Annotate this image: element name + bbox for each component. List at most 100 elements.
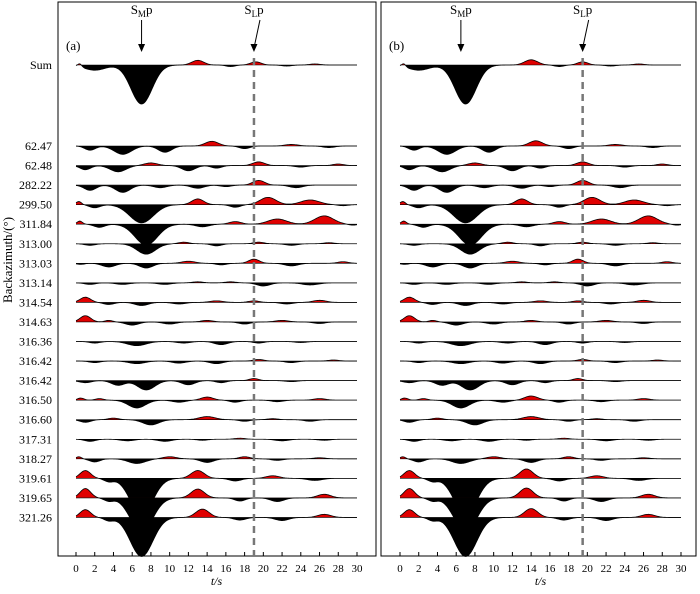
smp-arrow-head — [457, 44, 465, 52]
backazimuth-label: 316.42 — [19, 354, 52, 368]
backazimuth-label: 299.50 — [19, 198, 52, 212]
trace-row — [399, 140, 681, 155]
trace-row — [399, 468, 681, 516]
trace-0-3-positive-fill — [76, 197, 334, 205]
backazimuth-label: 321.26 — [19, 510, 52, 524]
x-axis-label: t/s — [211, 574, 223, 588]
trace-1-12-negative-fill — [400, 380, 636, 390]
backazimuth-label: 313.03 — [19, 256, 52, 270]
trace-1-11-negative-fill — [400, 361, 681, 364]
sum-label: Sum — [30, 58, 53, 72]
trace-0-8-positive-fill — [76, 297, 343, 303]
x-tick-label: 22 — [277, 563, 288, 575]
x-tick-label: 12 — [507, 563, 518, 575]
x-tick-label: 12 — [183, 563, 194, 575]
trace-1-17-negative-fill — [422, 478, 665, 515]
trace-0-9-positive-fill — [76, 315, 357, 322]
trace-1-0-positive-fill — [400, 140, 681, 146]
trace-row — [399, 161, 682, 173]
trace-row — [399, 281, 681, 287]
trace-1-6-negative-fill — [400, 263, 681, 268]
trace-row — [75, 315, 357, 326]
trace-1-19-wiggle-line — [399, 508, 681, 557]
trace-0-9-wiggle-line — [75, 315, 357, 326]
trace-1-1-negative-fill — [400, 165, 645, 172]
x-tick-label: 30 — [352, 563, 364, 575]
trace-row — [399, 487, 681, 533]
sum-trace — [75, 59, 357, 105]
backazimuth-label: 62.47 — [25, 139, 52, 153]
trace-row — [399, 437, 681, 442]
trace-0-12-negative-fill — [76, 380, 312, 390]
trace-1-18-negative-fill — [400, 497, 681, 532]
trace-row — [399, 395, 681, 409]
trace-row — [75, 180, 357, 193]
trace-row — [75, 161, 358, 173]
trace-row — [75, 241, 357, 255]
x-tick-label: 14 — [202, 563, 214, 575]
trace-row — [399, 258, 682, 269]
trace-1-9-positive-fill — [400, 315, 681, 322]
backazimuth-label: 317.31 — [19, 432, 52, 446]
trace-0-16-negative-fill — [76, 458, 357, 464]
trace-row — [399, 215, 682, 246]
trace-1-13-negative-fill — [400, 400, 681, 408]
trace-row — [75, 470, 357, 516]
trace-0-5-negative-fill — [76, 243, 357, 255]
sum-trace-1-negative-fill — [400, 65, 681, 104]
trace-1-9-negative-fill — [440, 321, 665, 326]
backazimuth-label: 314.63 — [19, 315, 52, 329]
trace-row — [399, 378, 681, 391]
trace-1-18-positive-fill — [400, 488, 674, 498]
trace-0-17-wiggle-line — [75, 470, 357, 516]
trace-row — [399, 196, 682, 224]
panel-label: (a) — [66, 38, 80, 53]
trace-0-19-wiggle-line — [75, 508, 357, 557]
x-tick-label: 4 — [111, 563, 117, 575]
trace-1-5-negative-fill — [400, 243, 681, 255]
trace-1-17-wiggle-line — [399, 468, 681, 516]
backazimuth-label: 316.36 — [19, 335, 52, 349]
trace-1-15-wiggle-line — [399, 437, 681, 442]
trace-0-19-positive-fill — [76, 509, 357, 518]
x-tick-label: 6 — [453, 563, 459, 575]
trace-0-17-negative-fill — [98, 478, 341, 515]
backazimuth-label: 62.48 — [25, 159, 52, 173]
trace-0-13-positive-fill — [76, 397, 341, 401]
trace-1-15-negative-fill — [400, 439, 681, 442]
smp-label: SMp — [450, 2, 472, 19]
trace-row — [75, 437, 357, 442]
x-tick-label: 16 — [220, 563, 232, 575]
trace-1-3-positive-fill — [400, 197, 658, 205]
backazimuth-label: 282.22 — [19, 178, 52, 192]
trace-row — [75, 341, 357, 347]
trace-1-16-wiggle-line — [399, 456, 681, 464]
trace-0-10-wiggle-line — [75, 341, 357, 347]
trace-row — [399, 456, 681, 464]
trace-1-16-negative-fill — [400, 458, 681, 464]
trace-0-16-wiggle-line — [75, 456, 357, 464]
panel-frame — [57, 1, 377, 557]
sum-trace-0-negative-fill — [76, 65, 357, 104]
trace-1-4-positive-fill — [400, 215, 671, 225]
trace-row — [399, 180, 681, 193]
trace-row — [399, 508, 681, 557]
trace-row — [75, 296, 357, 306]
trace-0-14-negative-fill — [76, 419, 331, 425]
x-tick-label: 10 — [488, 563, 500, 575]
slp-arrow — [253, 19, 261, 49]
sum-trace-1-positive-fill — [400, 59, 681, 65]
x-tick-label: 16 — [544, 563, 556, 575]
trace-0-1-positive-fill — [76, 161, 357, 166]
trace-1-14-negative-fill — [400, 419, 655, 425]
trace-0-15-negative-fill — [76, 439, 357, 442]
trace-0-14-wiggle-line — [75, 416, 357, 426]
trace-1-10-wiggle-line — [399, 341, 681, 347]
x-tick-label: 30 — [676, 563, 688, 575]
trace-0-4-negative-fill — [76, 224, 357, 245]
trace-1-3-negative-fill — [400, 204, 681, 223]
trace-row — [75, 378, 357, 391]
trace-row — [399, 359, 681, 365]
trace-1-13-wiggle-line — [399, 395, 681, 409]
